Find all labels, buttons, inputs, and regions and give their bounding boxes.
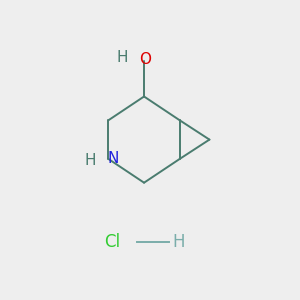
Text: H: H <box>85 153 96 168</box>
Text: H: H <box>116 50 128 65</box>
Text: H: H <box>172 233 185 251</box>
Text: Cl: Cl <box>104 233 120 251</box>
Text: N: N <box>107 152 118 166</box>
Text: O: O <box>140 52 152 67</box>
